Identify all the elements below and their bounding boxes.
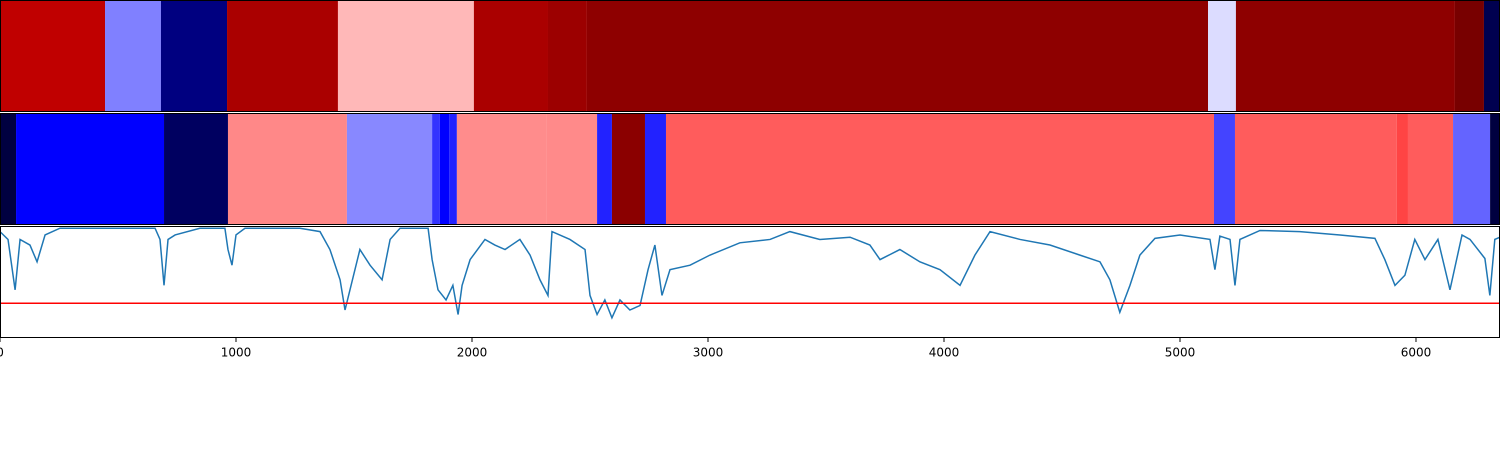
segment bbox=[665, 113, 1214, 225]
x-tick-label: 4000 bbox=[929, 346, 960, 360]
segment bbox=[1483, 0, 1500, 112]
segment bbox=[0, 0, 106, 112]
segment bbox=[0, 113, 17, 225]
segment bbox=[547, 0, 587, 112]
x-tick-label: 5000 bbox=[1165, 346, 1196, 360]
x-tick-label: 1000 bbox=[221, 346, 252, 360]
segment bbox=[16, 113, 165, 225]
x-tick-label: 3000 bbox=[693, 346, 724, 360]
segment bbox=[337, 0, 474, 112]
segment bbox=[1208, 0, 1236, 112]
segment bbox=[456, 113, 547, 225]
segment bbox=[346, 113, 433, 225]
segment bbox=[611, 113, 645, 225]
segment bbox=[1407, 113, 1454, 225]
segment bbox=[1234, 113, 1397, 225]
data-line bbox=[0, 227, 1500, 320]
segment bbox=[227, 0, 338, 112]
x-tick-label: 0 bbox=[0, 346, 4, 360]
segment bbox=[1490, 113, 1500, 225]
segment bbox=[449, 113, 457, 225]
x-tick-label: 2000 bbox=[457, 346, 488, 360]
segment bbox=[546, 113, 598, 225]
segment bbox=[432, 113, 440, 225]
segment bbox=[1213, 113, 1235, 225]
segment bbox=[1235, 0, 1455, 112]
segment bbox=[439, 113, 450, 225]
segment bbox=[597, 113, 612, 225]
panel-frame bbox=[0, 226, 1500, 338]
segment bbox=[586, 0, 1209, 112]
x-tick-label: 6000 bbox=[1401, 346, 1432, 360]
segment bbox=[1454, 0, 1484, 112]
segment bbox=[164, 113, 228, 225]
segment bbox=[105, 0, 161, 112]
segment bbox=[160, 0, 228, 112]
segment bbox=[1453, 113, 1491, 225]
segment bbox=[1396, 113, 1408, 225]
segment bbox=[227, 113, 347, 225]
segment bbox=[473, 0, 548, 112]
segment bbox=[644, 113, 666, 225]
